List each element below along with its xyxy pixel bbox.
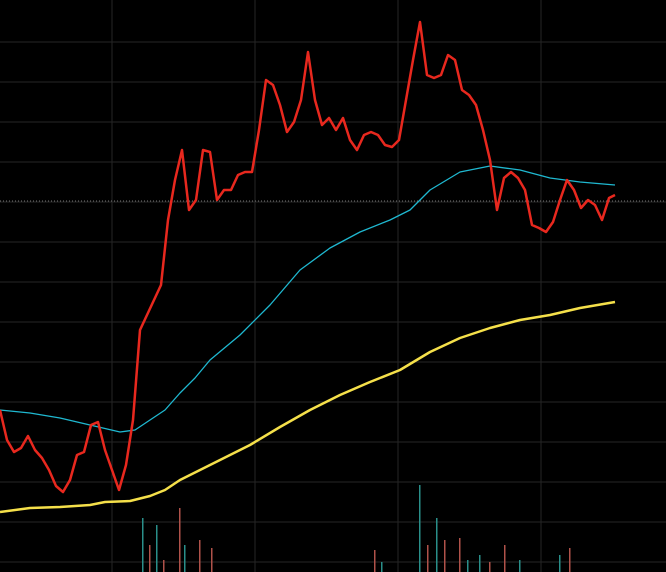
volume-bar (142, 518, 144, 572)
volume-bar (199, 540, 201, 572)
volume-bar (559, 555, 561, 572)
volume-bar (211, 548, 213, 572)
volume-bar (179, 508, 181, 572)
volume-bar (427, 545, 429, 572)
volume-bar (436, 518, 438, 572)
series-line (0, 165, 616, 433)
series-line (0, 300, 616, 514)
volume-bar (467, 560, 469, 572)
volume-bar (459, 538, 461, 572)
volume-bar (504, 545, 506, 572)
volume-bar (519, 560, 521, 572)
volume-bar (184, 545, 186, 572)
series-line (0, 20, 616, 494)
volume-bar (444, 540, 446, 572)
volume-bar (149, 545, 151, 572)
volume-bar (156, 525, 158, 572)
volume-bar (381, 562, 383, 572)
volume-bar (569, 548, 571, 572)
volume-bar (163, 560, 165, 572)
volume-bar (374, 550, 376, 572)
volume-bar (489, 562, 491, 572)
volume-bar (419, 485, 421, 572)
volume-bar (479, 555, 481, 572)
